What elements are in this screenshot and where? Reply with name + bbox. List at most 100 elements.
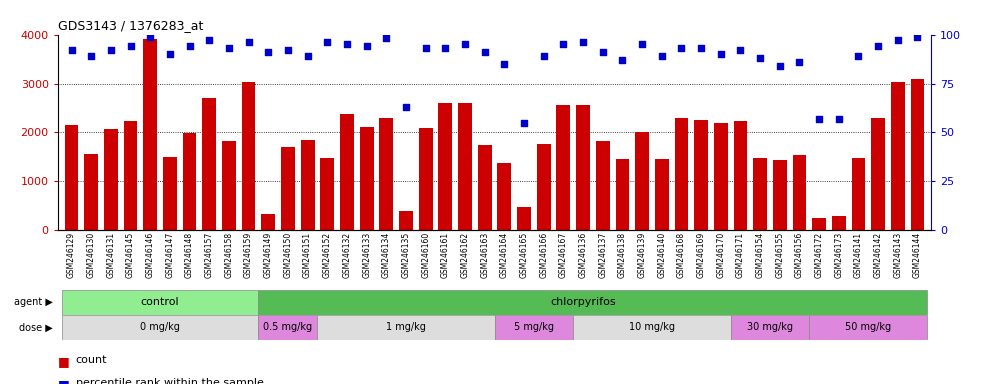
Point <box>536 53 552 59</box>
Point <box>437 45 453 51</box>
Point <box>595 49 611 55</box>
Text: GSM246169: GSM246169 <box>696 232 705 278</box>
Text: percentile rank within the sample: percentile rank within the sample <box>76 378 264 384</box>
Point <box>732 47 748 53</box>
Text: 30 mg/kg: 30 mg/kg <box>747 322 793 333</box>
Text: GSM246150: GSM246150 <box>284 232 293 278</box>
Bar <box>654 159 668 230</box>
Bar <box>616 159 629 230</box>
Point <box>615 57 630 63</box>
Bar <box>62 315 258 340</box>
Bar <box>694 120 708 230</box>
Point <box>752 55 768 61</box>
Bar <box>281 147 295 230</box>
Bar <box>733 121 747 230</box>
Point <box>693 45 709 51</box>
Text: GSM246141: GSM246141 <box>854 232 863 278</box>
Text: GSM246135: GSM246135 <box>401 232 410 278</box>
Bar <box>478 145 492 230</box>
Text: GSM246144: GSM246144 <box>913 232 922 278</box>
Bar <box>574 315 731 340</box>
Point <box>398 104 414 110</box>
Text: GSM246173: GSM246173 <box>835 232 844 278</box>
Bar <box>418 127 432 230</box>
Text: GSM246129: GSM246129 <box>67 232 76 278</box>
Bar <box>202 98 216 230</box>
Point <box>634 41 650 48</box>
Text: 50 mg/kg: 50 mg/kg <box>846 322 891 333</box>
Text: GSM246167: GSM246167 <box>559 232 568 278</box>
Text: 10 mg/kg: 10 mg/kg <box>628 322 675 333</box>
Point <box>241 39 257 45</box>
Bar <box>360 127 374 230</box>
Bar <box>182 134 196 230</box>
Text: 5 mg/kg: 5 mg/kg <box>514 322 554 333</box>
Text: GSM246160: GSM246160 <box>421 232 430 278</box>
Bar <box>852 159 866 230</box>
Point <box>653 53 669 59</box>
Bar <box>438 103 452 230</box>
Point <box>477 49 493 55</box>
Point <box>221 45 237 51</box>
Point <box>123 43 138 50</box>
Bar <box>104 129 118 230</box>
Bar <box>517 207 531 230</box>
Point <box>162 51 178 57</box>
Point <box>831 116 847 122</box>
Bar <box>62 290 258 315</box>
Bar <box>318 315 494 340</box>
Bar <box>891 81 904 230</box>
Point <box>556 41 572 48</box>
Text: GSM246148: GSM246148 <box>185 232 194 278</box>
Bar <box>714 123 728 230</box>
Text: GSM246157: GSM246157 <box>205 232 214 278</box>
Text: GSM246143: GSM246143 <box>893 232 902 278</box>
Point <box>889 37 905 43</box>
Text: ■: ■ <box>58 378 70 384</box>
Text: GSM246137: GSM246137 <box>599 232 608 278</box>
Point <box>909 33 925 40</box>
Point <box>516 120 532 126</box>
Text: GSM246147: GSM246147 <box>165 232 174 278</box>
Text: GSM246145: GSM246145 <box>126 232 135 278</box>
Bar <box>163 157 177 230</box>
Point <box>359 43 374 50</box>
Point <box>378 35 394 41</box>
Bar <box>596 141 610 230</box>
Bar <box>65 125 79 230</box>
Text: GSM246151: GSM246151 <box>303 232 312 278</box>
Bar <box>321 158 335 230</box>
Bar <box>258 315 318 340</box>
Bar <box>222 141 236 230</box>
Bar <box>832 216 846 230</box>
Point <box>851 53 867 59</box>
Text: 1 mg/kg: 1 mg/kg <box>386 322 426 333</box>
Text: GSM246158: GSM246158 <box>224 232 233 278</box>
Point <box>280 47 296 53</box>
Bar <box>258 290 927 315</box>
Point <box>575 39 591 45</box>
Text: GSM246159: GSM246159 <box>244 232 253 278</box>
Text: GSM246138: GSM246138 <box>618 232 626 278</box>
Text: GSM246155: GSM246155 <box>775 232 784 278</box>
Text: GSM246162: GSM246162 <box>460 232 469 278</box>
Point <box>64 47 80 53</box>
Point <box>792 59 808 65</box>
Bar <box>557 105 571 230</box>
Text: GSM246136: GSM246136 <box>579 232 588 278</box>
Point <box>181 43 197 50</box>
Point <box>713 51 729 57</box>
Bar <box>773 160 787 230</box>
Bar <box>261 214 275 230</box>
Bar <box>753 158 767 230</box>
Text: GSM246171: GSM246171 <box>736 232 745 278</box>
Point <box>496 61 512 67</box>
Bar <box>379 118 393 230</box>
Bar <box>674 118 688 230</box>
Bar <box>731 315 810 340</box>
Point <box>142 33 158 40</box>
Text: GSM246139: GSM246139 <box>637 232 646 278</box>
Point <box>260 49 276 55</box>
Text: GSM246164: GSM246164 <box>500 232 509 278</box>
Text: GSM246132: GSM246132 <box>343 232 352 278</box>
